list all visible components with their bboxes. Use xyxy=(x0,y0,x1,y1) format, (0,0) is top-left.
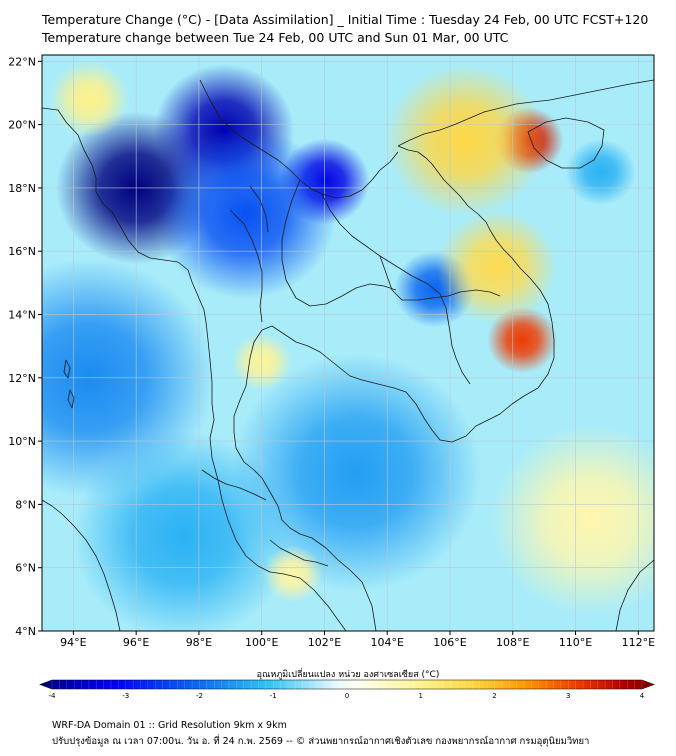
y-tick-label: 14°N xyxy=(8,309,36,322)
field-anomaly-3 xyxy=(155,127,337,300)
colorbar-label: อุณหภูมิเปลี่ยนแปลง หน่วย องศาเซลเซียส (… xyxy=(257,667,440,680)
footer-model-info: WRF-DA Domain 01 :: Grid Resolution 9km … xyxy=(52,720,287,731)
country-borders xyxy=(42,79,654,631)
field-anomaly-11 xyxy=(385,64,547,217)
y-axis: 4°N 6°N 8°N 10°N 12°N 14°N 16°N 18°N 20°N 22°N xyxy=(8,55,42,638)
colorbar-tick-label: 2 xyxy=(492,692,496,700)
y-tick-label: 12°N xyxy=(8,372,36,385)
x-tick-label: 98°E xyxy=(186,636,212,649)
chart-title: Temperature Change (°C) - [Data Assimila… xyxy=(42,12,649,27)
field-anomaly-7 xyxy=(72,431,294,631)
x-tick-label: 96°E xyxy=(123,636,149,649)
x-tick-label: 94°E xyxy=(60,636,86,649)
field-anomaly-16 xyxy=(48,61,130,138)
colorbar-tick-label: 0 xyxy=(345,692,349,700)
chart-subtitle: Temperature change between Tue 24 Feb, 0… xyxy=(42,30,509,45)
graticule xyxy=(42,55,654,631)
x-tick-label: 102°E xyxy=(308,636,341,649)
colorbar-tick-label: -3 xyxy=(122,692,129,700)
colorbar-min-extend xyxy=(40,680,52,689)
field-anomaly-8 xyxy=(565,138,636,206)
x-tick-label: 104°E xyxy=(371,636,404,649)
x-tick-label: 106°E xyxy=(433,636,466,649)
colorbar-tick-label: -1 xyxy=(270,692,277,700)
colorbar: -4 -3 -2 -1 0 1 2 3 4 xyxy=(39,679,655,700)
colorbar-tick-label: -2 xyxy=(196,692,203,700)
y-tick-label: 22°N xyxy=(8,55,36,68)
field-anomaly-12 xyxy=(436,209,558,325)
x-tick-label: 112°E xyxy=(622,636,655,649)
colorbar-tick-label: 3 xyxy=(566,692,570,700)
x-tick-label: 108°E xyxy=(496,636,529,649)
colorbar-tick-label: 1 xyxy=(419,692,423,700)
y-tick-label: 6°N xyxy=(15,562,36,575)
footer-credit: ปรับปรุงข้อมูล ณ เวลา 07:00น. วัน อ. ที่… xyxy=(52,736,590,747)
colorbar-tick-label: -4 xyxy=(49,692,57,700)
y-tick-label: 20°N xyxy=(8,119,36,132)
x-axis: 94°E 96°E 98°E 100°E 102°E 104°E 106°E 108°E 110… xyxy=(60,631,655,649)
y-tick-label: 16°N xyxy=(8,245,36,258)
colorbar-tick-label: 4 xyxy=(640,692,645,700)
x-tick-label: 110°E xyxy=(559,636,592,649)
y-tick-label: 10°N xyxy=(8,435,36,448)
colorbar-max-extend xyxy=(642,680,654,689)
y-tick-label: 18°N xyxy=(8,182,36,195)
x-tick-label: 100°E xyxy=(245,636,278,649)
field-anomaly-15 xyxy=(262,545,324,603)
y-tick-label: 4°N xyxy=(15,625,36,638)
y-tick-label: 8°N xyxy=(15,498,36,511)
map-frame xyxy=(41,54,655,632)
temperature-field xyxy=(42,61,654,631)
